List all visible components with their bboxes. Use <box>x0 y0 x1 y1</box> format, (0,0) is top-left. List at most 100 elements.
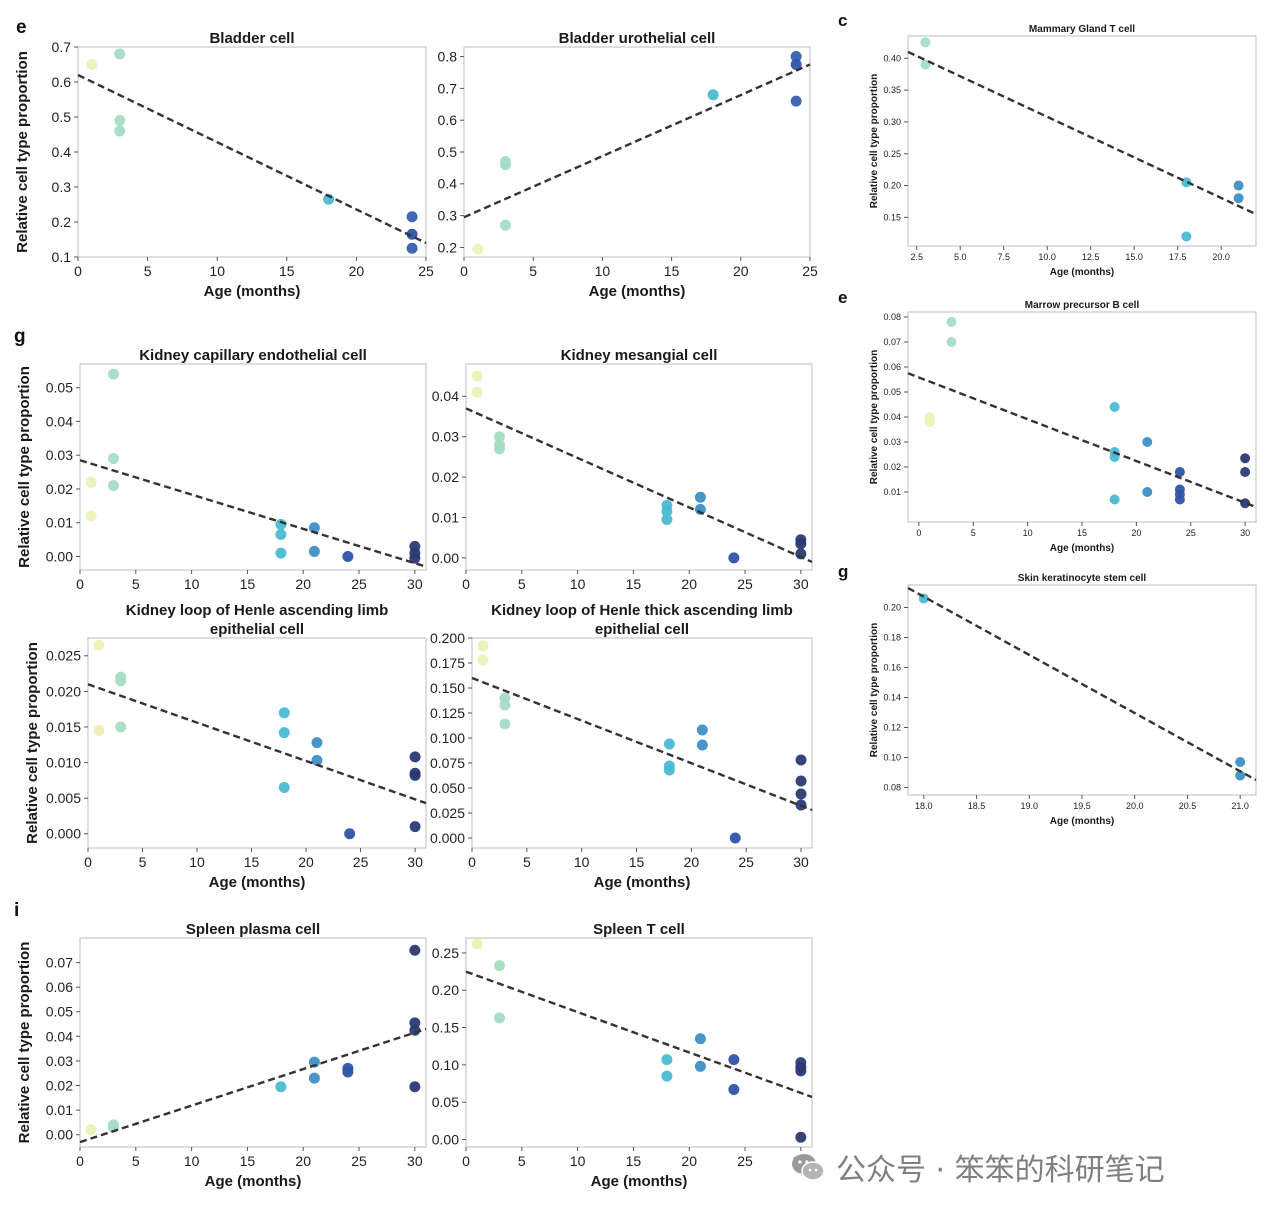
x-tick-label: 0 <box>468 854 476 870</box>
y-tick-label: 0.5 <box>438 144 458 160</box>
panel-letter-g-left: g <box>14 326 26 347</box>
y-tick-label: 0.20 <box>883 181 901 191</box>
y-tick-label: 0.150 <box>430 680 465 696</box>
data-point <box>795 788 807 800</box>
data-point <box>696 724 708 736</box>
data-point <box>790 59 802 70</box>
trend-line <box>77 73 427 245</box>
chart-title: Marrow precursor B cell <box>1025 300 1140 311</box>
panel-letter-e-right: e <box>838 288 847 307</box>
data-point <box>1240 453 1251 464</box>
x-axis-label: Age (months) <box>204 283 301 300</box>
data-point <box>278 781 290 793</box>
y-tick-label: 0.050 <box>430 780 465 796</box>
x-tick-label: 25 <box>351 1153 367 1169</box>
x-tick-label: 19.5 <box>1073 801 1091 811</box>
plot-frame <box>907 35 1257 247</box>
x-tick-label: 10 <box>570 1153 586 1169</box>
x-tick-label: 15 <box>629 854 645 870</box>
data-point <box>499 699 511 711</box>
x-tick-label: 0 <box>462 576 470 592</box>
x-tick-label: 15 <box>240 1153 256 1169</box>
y-tick-label: 0.05 <box>46 380 73 396</box>
x-tick-label: 25 <box>353 854 369 870</box>
x-tick-label: 2.5 <box>910 252 923 262</box>
y-tick-label: 0.01 <box>883 487 901 497</box>
data-point <box>1109 494 1120 505</box>
chart-title-line: Spleen plasma cell <box>186 921 320 938</box>
panel-letter-e-top: e <box>16 17 27 38</box>
x-axis-label: Age (months) <box>1050 816 1114 827</box>
y-tick-label: 0.6 <box>438 112 458 128</box>
x-tick-label: 18.5 <box>968 801 986 811</box>
x-tick-label: 17.5 <box>1169 252 1187 262</box>
y-tick-label: 0.2 <box>438 239 458 255</box>
x-tick-label: 5 <box>144 263 152 279</box>
y-tick-label: 0.05 <box>46 1004 73 1020</box>
x-tick-label: 0 <box>76 1153 84 1169</box>
data-point <box>694 1033 706 1045</box>
y-tick-label: 0.00 <box>46 1127 73 1143</box>
x-tick-label: 15 <box>626 1153 642 1169</box>
x-tick-label: 10 <box>189 854 205 870</box>
y-tick-label: 0.3 <box>52 179 72 195</box>
y-tick-label: 0.20 <box>883 603 901 613</box>
x-tick-label: 30 <box>407 576 423 592</box>
y-tick-label: 0.06 <box>883 362 901 372</box>
data-point <box>946 317 957 327</box>
chart-title-line: Spleen T cell <box>593 921 685 938</box>
x-tick-label: 20 <box>298 854 314 870</box>
y-tick-label: 0.15 <box>432 1019 459 1035</box>
x-tick-label: 15.0 <box>1125 252 1143 262</box>
x-tick-label: 20.0 <box>1126 801 1144 811</box>
chart-title: Spleen T cell <box>593 921 685 938</box>
y-tick-label: 0.5 <box>52 109 72 125</box>
x-tick-label: 20 <box>295 1153 311 1169</box>
y-axis-label: Relative cell type proportion <box>869 623 880 757</box>
chart-kidney-loop: Kidney loop of Henle ascending limb epith… <box>24 602 427 891</box>
y-tick-label: 0.02 <box>46 1077 73 1093</box>
data-point <box>409 821 421 833</box>
y-tick-label: 0.15 <box>883 213 901 223</box>
data-point <box>663 738 675 750</box>
data-point <box>661 514 673 526</box>
y-tick-label: 0.020 <box>46 683 81 699</box>
x-axis-label: Age (months) <box>1050 543 1114 554</box>
watermark-text: 公众号 · 笨笨的科研笔记 <box>836 1153 1165 1188</box>
y-tick-label: 0.06 <box>46 979 73 995</box>
chart-title-line: Kidney mesangial cell <box>561 347 718 364</box>
chart-title-line: epithelial cell <box>210 621 304 638</box>
y-tick-label: 0.01 <box>46 1102 73 1118</box>
y-tick-label: 0.18 <box>883 633 901 643</box>
chart-spleen-plasma: Spleen plasma cell 0 5 10 15 20 25 30 0.00 0.01 0.… <box>16 921 427 1190</box>
data-point <box>471 386 483 398</box>
y-tick-label: 0.04 <box>883 412 901 422</box>
data-point <box>311 754 323 766</box>
y-tick-label: 0.7 <box>438 80 458 96</box>
x-tick-label: 10 <box>574 854 590 870</box>
x-tick-label: 25 <box>737 576 753 592</box>
y-tick-label: 0.16 <box>883 663 901 673</box>
chart-skin: Skin keratinocyte stem cell 18.0 18.5 19.0 1… <box>869 573 1257 827</box>
data-point <box>707 89 719 101</box>
x-tick-label: 20 <box>681 576 697 592</box>
x-tick-label: 25 <box>738 854 754 870</box>
y-tick-label: 0.01 <box>432 509 459 525</box>
chart-bladder-uro: Bladder urothelial cell 0 5 10 15 20 25 0.2 0.3 0… <box>438 30 818 300</box>
y-tick-label: 0.3 <box>438 208 458 224</box>
x-tick-label: 30 <box>407 854 423 870</box>
data-point <box>795 775 807 787</box>
x-tick-label: 20 <box>733 263 749 279</box>
y-tick-label: 0.03 <box>883 437 901 447</box>
data-point <box>694 1060 706 1072</box>
data-point <box>107 480 119 492</box>
data-point <box>1142 487 1153 497</box>
x-tick-label: 5 <box>139 854 147 870</box>
y-tick-label: 0.025 <box>430 805 465 821</box>
x-tick-label: 5 <box>529 263 537 279</box>
data-point <box>728 1084 740 1096</box>
plot-frame <box>465 937 813 1148</box>
data-point <box>1235 770 1246 781</box>
data-point <box>406 242 418 254</box>
